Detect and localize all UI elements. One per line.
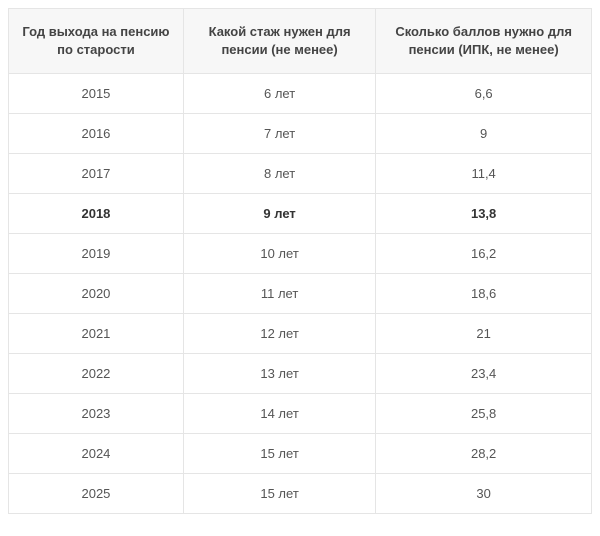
cell-year: 2015 xyxy=(9,74,184,114)
cell-points: 9 xyxy=(376,114,592,154)
table-row: 201910 лет16,2 xyxy=(9,234,592,274)
header-points: Сколько баллов нужно для пенсии (ИПК, не… xyxy=(376,9,592,74)
cell-experience: 12 лет xyxy=(183,314,375,354)
cell-experience: 9 лет xyxy=(183,194,375,234)
cell-experience: 13 лет xyxy=(183,354,375,394)
table-row: 20178 лет11,4 xyxy=(9,154,592,194)
cell-year: 2021 xyxy=(9,314,184,354)
cell-year: 2017 xyxy=(9,154,184,194)
table-row: 202213 лет23,4 xyxy=(9,354,592,394)
table-row: 202314 лет25,8 xyxy=(9,394,592,434)
table-row: 20156 лет6,6 xyxy=(9,74,592,114)
cell-year: 2019 xyxy=(9,234,184,274)
cell-year: 2018 xyxy=(9,194,184,234)
cell-experience: 6 лет xyxy=(183,74,375,114)
cell-experience: 10 лет xyxy=(183,234,375,274)
cell-year: 2024 xyxy=(9,434,184,474)
cell-points: 18,6 xyxy=(376,274,592,314)
cell-points: 6,6 xyxy=(376,74,592,114)
pension-requirements-table: Год выхода на пенсию по старости Какой с… xyxy=(8,8,592,514)
cell-experience: 11 лет xyxy=(183,274,375,314)
cell-points: 30 xyxy=(376,474,592,514)
cell-points: 16,2 xyxy=(376,234,592,274)
cell-year: 2016 xyxy=(9,114,184,154)
cell-experience: 15 лет xyxy=(183,474,375,514)
header-experience: Какой стаж нужен для пенсии (не менее) xyxy=(183,9,375,74)
cell-year: 2023 xyxy=(9,394,184,434)
cell-experience: 15 лет xyxy=(183,434,375,474)
table-row: 20167 лет9 xyxy=(9,114,592,154)
cell-experience: 8 лет xyxy=(183,154,375,194)
table-row: 202112 лет21 xyxy=(9,314,592,354)
table-row: 202011 лет18,6 xyxy=(9,274,592,314)
cell-experience: 7 лет xyxy=(183,114,375,154)
cell-year: 2025 xyxy=(9,474,184,514)
header-year: Год выхода на пенсию по старости xyxy=(9,9,184,74)
cell-year: 2020 xyxy=(9,274,184,314)
cell-points: 28,2 xyxy=(376,434,592,474)
table-header-row: Год выхода на пенсию по старости Какой с… xyxy=(9,9,592,74)
cell-points: 11,4 xyxy=(376,154,592,194)
cell-points: 23,4 xyxy=(376,354,592,394)
table-row: 202515 лет30 xyxy=(9,474,592,514)
table-row: 20189 лет13,8 xyxy=(9,194,592,234)
cell-points: 25,8 xyxy=(376,394,592,434)
cell-points: 21 xyxy=(376,314,592,354)
table-row: 202415 лет28,2 xyxy=(9,434,592,474)
cell-experience: 14 лет xyxy=(183,394,375,434)
table-body: 20156 лет6,620167 лет920178 лет11,420189… xyxy=(9,74,592,514)
cell-points: 13,8 xyxy=(376,194,592,234)
cell-year: 2022 xyxy=(9,354,184,394)
